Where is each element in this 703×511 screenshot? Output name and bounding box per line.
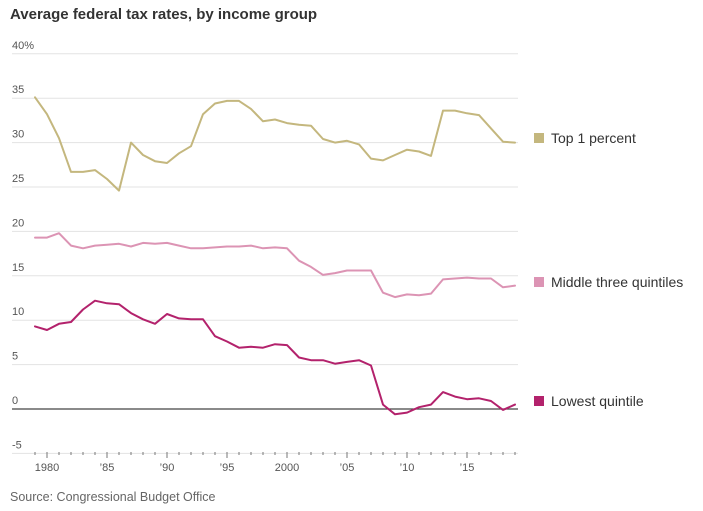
x-tick-label: ’85	[100, 462, 115, 474]
y-axis-tick-labels: -5 0 5 10 15 20 25 30 35 40%	[12, 40, 34, 452]
x-tick-label: ’15	[460, 462, 475, 474]
legend-swatch	[534, 133, 544, 143]
series-line-1	[34, 232, 516, 299]
y-tick-label: 15	[12, 262, 24, 274]
x-tick-label: 2000	[275, 462, 299, 474]
x-axis-ticks: 1980 ’85 ’90 ’95 2000 ’05 ’10 ’15	[34, 452, 516, 474]
series-line-0	[34, 96, 516, 192]
y-tick-label: 35	[12, 84, 24, 96]
y-tick-label: 40%	[12, 40, 34, 52]
legend-label: Middle three quintiles	[551, 274, 683, 290]
legend-swatch	[534, 396, 544, 406]
x-tick-label: ’05	[340, 462, 355, 474]
y-tick-label: 5	[12, 351, 18, 363]
y-tick-label: -5	[12, 439, 22, 451]
chart-title: Average federal tax rates, by income gro…	[10, 6, 318, 23]
legend-swatch	[534, 277, 544, 287]
series-lines	[34, 96, 516, 416]
y-tick-label: 0	[12, 395, 18, 407]
x-tick-label: ’10	[400, 462, 415, 474]
y-tick-label: 20	[12, 217, 24, 229]
y-tick-label: 30	[12, 129, 24, 141]
x-tick-label: ’95	[220, 462, 235, 474]
source-note: Source: Congressional Budget Office	[10, 490, 216, 504]
x-tick-label: 1980	[35, 462, 59, 474]
legend-label: Top 1 percent	[551, 130, 636, 146]
y-tick-label: 25	[12, 173, 24, 185]
legend: Top 1 percent Middle three quintiles Lowes…	[534, 130, 683, 409]
legend-label: Lowest quintile	[551, 393, 644, 409]
series-line-2	[34, 299, 516, 416]
y-tick-label: 10	[12, 306, 24, 318]
x-tick-label: ’90	[160, 462, 175, 474]
